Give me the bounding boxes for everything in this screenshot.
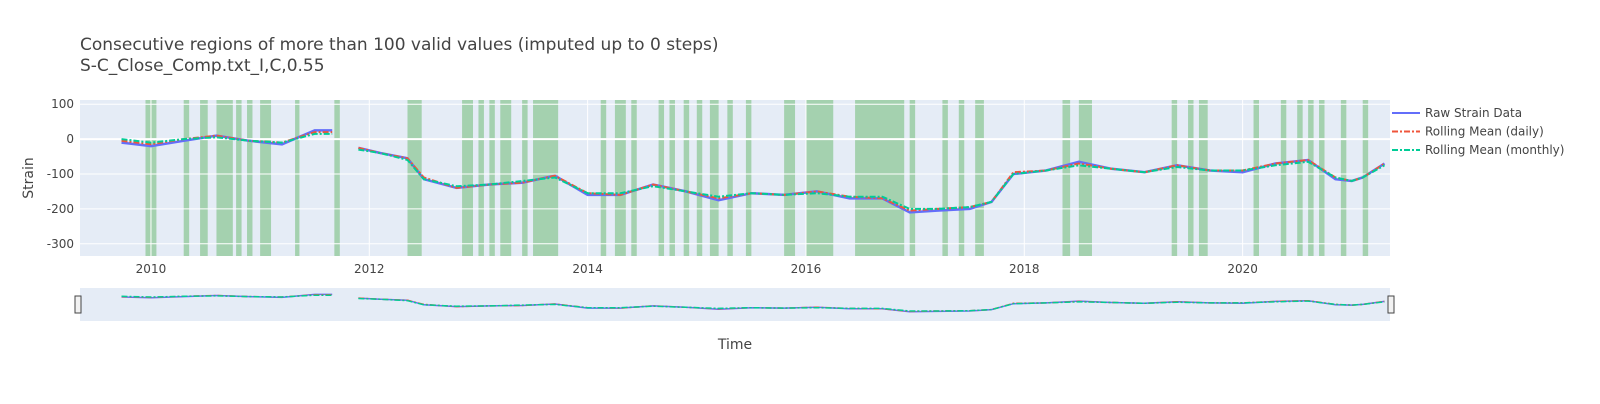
highlight-region (1198, 100, 1208, 256)
highlight-regions (145, 100, 1369, 256)
legend-item[interactable]: Raw Strain Data (1425, 106, 1522, 120)
highlight-region (478, 100, 484, 256)
x-tick-label: 2012 (354, 262, 385, 276)
highlight-region (600, 100, 607, 256)
highlight-region (1362, 100, 1369, 256)
y-tick-label: -200 (47, 202, 74, 216)
x-tick-label: 2016 (791, 262, 822, 276)
highlight-region (500, 100, 512, 256)
x-tick-label: 2018 (1009, 262, 1040, 276)
highlight-region (683, 100, 690, 256)
highlight-region (1297, 100, 1303, 256)
highlight-region (745, 100, 752, 256)
highlight-region (727, 100, 733, 256)
highlight-region (200, 100, 208, 256)
highlight-region (805, 100, 834, 256)
highlight-region (334, 100, 340, 256)
highlight-region (183, 100, 190, 256)
y-tick-label: 100 (51, 97, 74, 111)
highlight-region (942, 100, 948, 256)
plot-area (80, 100, 1390, 256)
highlight-region (669, 100, 675, 256)
highlight-region (1253, 100, 1259, 256)
highlight-region (247, 100, 253, 256)
range-slider-right-handle[interactable] (1387, 295, 1395, 314)
highlight-region (1188, 100, 1194, 256)
highlight-region (1078, 100, 1092, 256)
chart-subtitle: S-C_Close_Comp.txt_I,C,0.55 (80, 56, 325, 76)
highlight-region (489, 100, 495, 256)
highlight-region (958, 100, 965, 256)
series-line (121, 132, 1385, 210)
slider-series-line (121, 294, 1385, 312)
highlight-region (462, 100, 473, 256)
highlight-region (631, 100, 637, 256)
highlight-region (614, 100, 626, 256)
legend: Raw Strain Data Rolling Mean (daily) Rolli… (1392, 106, 1564, 157)
highlight-region (236, 100, 242, 256)
highlight-region (295, 100, 300, 256)
x-axis-title: Time (717, 337, 752, 353)
y-axis-title: Strain (21, 157, 37, 198)
highlight-region (1171, 100, 1178, 256)
y-tick-label: -100 (47, 167, 74, 181)
highlight-region (1280, 100, 1287, 256)
highlight-region (975, 100, 984, 256)
highlight-region (855, 100, 905, 256)
highlight-region (696, 100, 703, 256)
y-tick-label: 0 (66, 132, 74, 146)
highlight-region (709, 100, 719, 256)
highlight-region (407, 100, 422, 256)
highlight-region (522, 100, 528, 256)
x-tick-label: 2020 (1227, 262, 1258, 276)
series-lines (121, 129, 1386, 214)
chart-title: Consecutive regions of more than 100 val… (80, 35, 718, 55)
range-slider[interactable] (80, 288, 1390, 321)
highlight-region (909, 100, 916, 256)
highlight-region (1062, 100, 1071, 256)
highlight-region (658, 100, 665, 256)
x-tick-label: 2014 (572, 262, 603, 276)
y-axis: 100 0 -100 -200 -300 (47, 97, 74, 251)
y-tick-label: -300 (47, 237, 74, 251)
legend-item[interactable]: Rolling Mean (monthly) (1425, 143, 1564, 157)
range-slider-left-handle[interactable] (74, 295, 82, 314)
legend-item[interactable]: Rolling Mean (daily) (1425, 125, 1544, 139)
highlight-region (216, 100, 233, 256)
highlight-region (1308, 100, 1314, 256)
highlight-region (784, 100, 796, 256)
highlight-region (1319, 100, 1325, 256)
highlight-region (260, 100, 272, 256)
range-slider-preview (121, 293, 1385, 313)
highlight-region (1340, 100, 1347, 256)
x-axis: 2010 2012 2014 2016 2018 2020 (136, 262, 1258, 276)
x-tick-label: 2010 (136, 262, 167, 276)
